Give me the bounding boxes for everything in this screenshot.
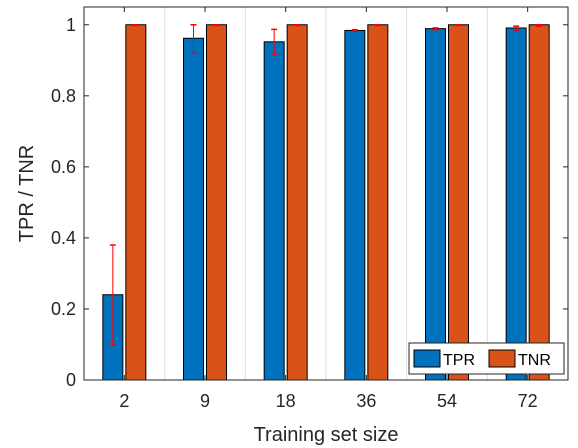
legend-label-tnr: TNR — [518, 352, 551, 369]
legend-swatch-tpr — [413, 349, 441, 368]
bar-tnr-9 — [206, 24, 227, 381]
x-tick-label-54: 54 — [437, 391, 457, 411]
axis-ticks: 2 9 18 36 54 72 0 0.2 0.4 0.6 0.8 1 — [51, 7, 568, 411]
bar-tpr-18 — [263, 41, 285, 381]
bar-tpr-54 — [425, 28, 446, 381]
bar-tnr-36 — [367, 24, 389, 381]
bar-tpr-9 — [183, 37, 204, 381]
y-tick-label: 0.4 — [51, 228, 76, 248]
y-tick-label: 1 — [66, 15, 76, 35]
x-axis-label: Training set size — [254, 424, 399, 446]
bar-tnr-72 — [528, 24, 550, 381]
x-tick-label-72: 72 — [518, 391, 538, 411]
plot-frame — [83, 6, 569, 381]
bar-tnr-2 — [125, 24, 147, 381]
bar-tpr-72 — [505, 27, 527, 381]
error-bars — [109, 24, 543, 346]
y-tick-label: 0.8 — [51, 86, 76, 106]
bar-tnr-18 — [286, 24, 308, 381]
bar-tnr-54 — [448, 24, 469, 381]
y-tick-label: 0 — [66, 370, 76, 390]
grid-lines — [164, 7, 488, 380]
x-tick-label-18: 18 — [276, 391, 296, 411]
y-tick-label: 0.6 — [51, 157, 76, 177]
x-tick-label-9: 9 — [200, 391, 210, 411]
legend-swatch-tnr — [488, 349, 516, 368]
legend-label-tpr: TPR — [443, 352, 475, 369]
x-tick-label-2: 2 — [119, 391, 129, 411]
x-tick-label-36: 36 — [356, 391, 376, 411]
y-axis-label: TPR / TNR — [16, 145, 38, 242]
y-tick-label: 0.2 — [51, 299, 76, 319]
bar-tpr-36 — [344, 29, 366, 381]
legend: TPR TNR — [408, 342, 565, 375]
